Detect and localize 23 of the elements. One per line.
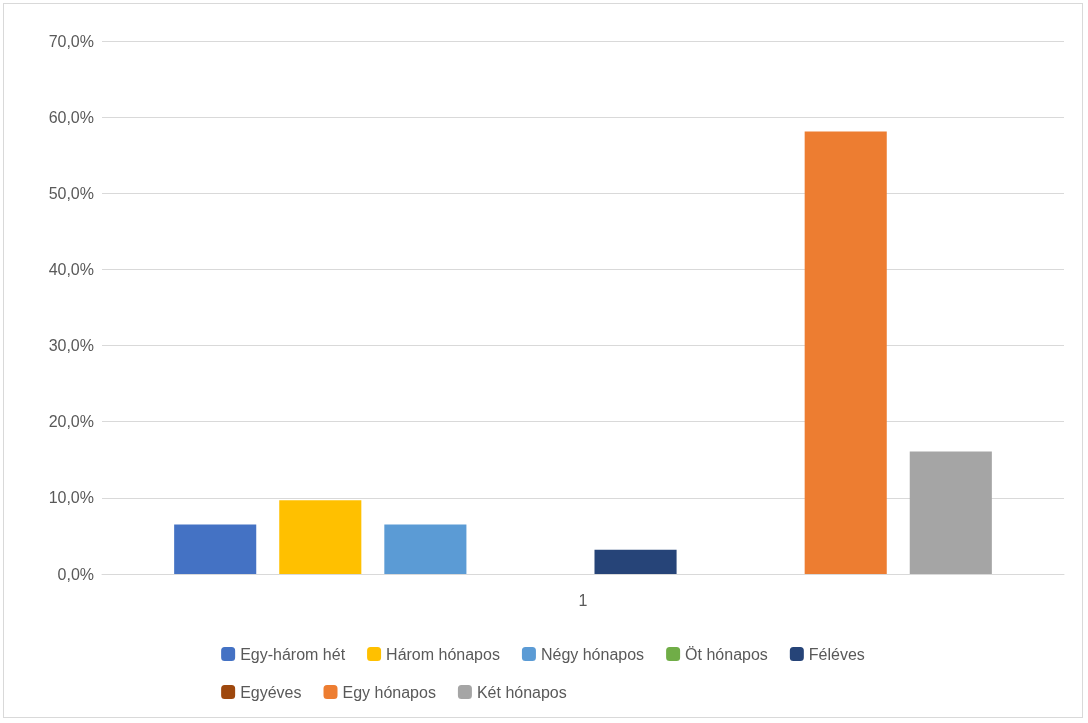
y-tick-label: 70,0% bbox=[48, 32, 94, 50]
x-tick-label: 1 bbox=[578, 591, 588, 609]
y-tick-label: 50,0% bbox=[48, 184, 94, 202]
y-tick-label: 60,0% bbox=[48, 108, 94, 126]
legend-label: Egy hónapos bbox=[342, 683, 436, 701]
legend-label: Egyéves bbox=[240, 683, 302, 701]
legend-label: Egy-három hét bbox=[240, 645, 346, 663]
legend-label: Két hónapos bbox=[476, 683, 567, 701]
bar bbox=[279, 500, 362, 574]
legend-label: Féléves bbox=[808, 645, 865, 663]
y-tick-label: 10,0% bbox=[48, 489, 94, 507]
bar bbox=[804, 131, 887, 574]
bar bbox=[909, 451, 992, 574]
legend-label: Öt hónapos bbox=[685, 645, 768, 663]
bar bbox=[384, 524, 467, 574]
y-tick-label: 0,0% bbox=[57, 565, 94, 583]
y-tick-label: 40,0% bbox=[48, 260, 94, 278]
legend-label: Négy hónapos bbox=[540, 645, 645, 663]
y-tick-label: 20,0% bbox=[48, 413, 94, 431]
legend-label: Három hónapos bbox=[386, 645, 500, 663]
bar bbox=[594, 549, 677, 574]
y-tick-label: 30,0% bbox=[48, 337, 94, 355]
bar bbox=[174, 524, 257, 574]
